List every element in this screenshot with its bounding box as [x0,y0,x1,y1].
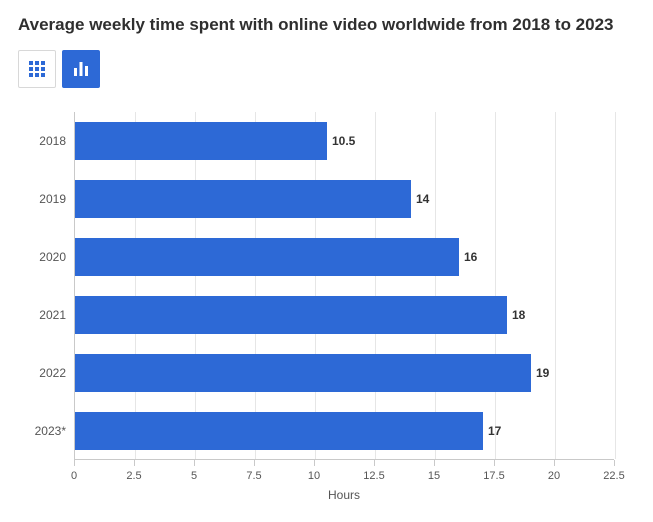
chart-title: Average weekly time spent with online vi… [18,14,635,36]
data-table-button[interactable] [18,50,56,88]
x-tick-label: 0 [71,470,77,482]
y-tick-label: 2022 [16,366,66,380]
x-tick-label: 15 [428,470,440,482]
x-tick-label: 5 [191,470,197,482]
bar-value-label: 10.5 [332,134,355,148]
bar[interactable] [75,354,531,392]
bar-value-label: 16 [464,250,477,264]
bar[interactable] [75,122,327,160]
bar-value-label: 17 [488,424,501,438]
bar-value-label: 19 [536,366,549,380]
bar[interactable] [75,296,507,334]
bar[interactable] [75,412,483,450]
x-tick-label: 12.5 [363,470,384,482]
bar-chart-icon [72,60,90,78]
plot-area [74,112,614,460]
bar[interactable] [75,180,411,218]
view-toolbar [18,50,635,88]
y-tick-label: 2019 [16,192,66,206]
x-tick-label: 22.5 [603,470,624,482]
bar-chart-button[interactable] [62,50,100,88]
x-tick-label: 20 [548,470,560,482]
bar-value-label: 14 [416,192,429,206]
bar[interactable] [75,238,459,276]
x-tick-label: 17.5 [483,470,504,482]
y-tick-label: 2020 [16,250,66,264]
x-tick-label: 2.5 [126,470,141,482]
x-tick-label: 10 [308,470,320,482]
grid-icon [28,60,46,78]
y-tick-label: 2018 [16,134,66,148]
x-axis-title: Hours [328,488,360,502]
x-tick-label: 7.5 [246,470,261,482]
bar-value-label: 18 [512,308,525,322]
chart-container: { "title": "Average weekly time spent wi… [0,0,653,522]
y-tick-label: 2021 [16,308,66,322]
y-tick-label: 2023* [16,424,66,438]
chart-area: 0 2.5 5 7.5 10 12.5 15 17.5 20 22.5 2018 10.5 2019 14… [16,106,626,506]
